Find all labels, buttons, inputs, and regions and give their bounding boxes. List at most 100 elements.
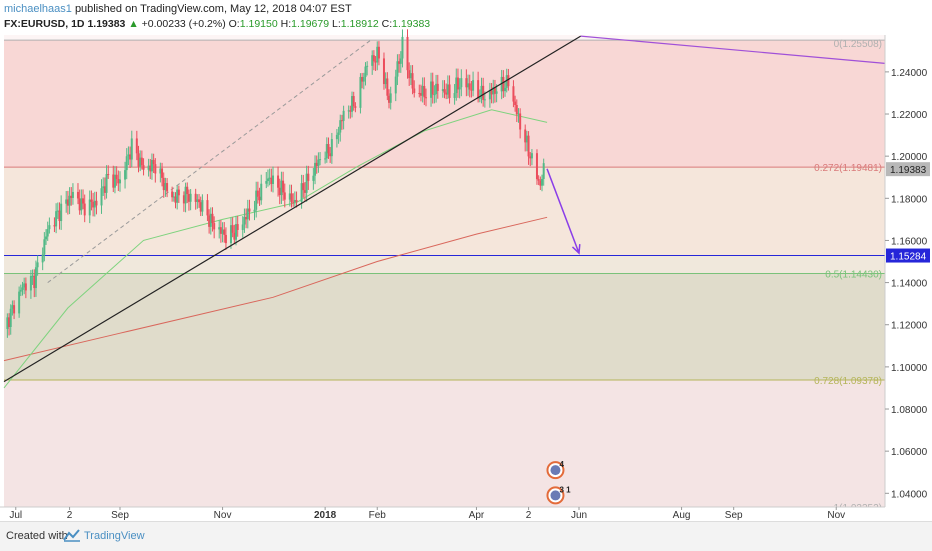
candle-body [456, 77, 459, 90]
candle-body [164, 183, 167, 191]
candle-body [150, 159, 153, 172]
candle-body [68, 195, 71, 206]
support-price-marker [886, 248, 930, 263]
candle-body [401, 36, 404, 59]
candle-body [283, 192, 286, 200]
candle-body [24, 283, 27, 291]
candle-body [453, 93, 456, 98]
candle-body [166, 183, 169, 192]
candle-body [266, 178, 269, 182]
candle-body [460, 78, 463, 88]
candle-body [519, 113, 522, 130]
candle-body [488, 90, 491, 100]
open-value: 1.19150 [239, 18, 278, 30]
candle-body [517, 113, 520, 115]
candle-body [115, 174, 118, 179]
fib-zone [4, 255, 885, 274]
candle-body [117, 178, 120, 184]
candle-body [396, 61, 399, 77]
candle-body [103, 186, 106, 193]
candle-body [359, 76, 362, 108]
candle-body [23, 283, 26, 288]
event-badge-count: 4 [559, 460, 564, 469]
change-arrow-icon: ▲ [128, 18, 139, 30]
candle-body [364, 66, 367, 78]
candle-body [112, 174, 115, 188]
candle-body [495, 91, 498, 94]
x-tick-label: Nov [214, 510, 232, 521]
candle-body [433, 94, 436, 96]
candle-body [125, 156, 128, 171]
candle-body [82, 198, 85, 204]
candle-body [34, 267, 37, 289]
candle-body [483, 99, 486, 101]
candle-body [339, 120, 342, 133]
candle-body [330, 139, 333, 157]
candle-body [187, 194, 190, 202]
candle-body [265, 181, 268, 184]
candle-body [196, 199, 199, 202]
y-tick-label: 1.22000 [891, 110, 928, 121]
candle-body [351, 96, 354, 112]
candle-body [201, 200, 204, 212]
candle-body [305, 173, 308, 193]
candle-body [327, 144, 330, 154]
candle-body [335, 134, 338, 140]
candle-body [372, 55, 375, 62]
symbol-label: FX:EURUSD, 1D [4, 18, 85, 30]
close-label: C: [381, 18, 393, 30]
candle-body [256, 190, 259, 197]
candle-body [388, 95, 391, 103]
candle-body [127, 154, 130, 157]
x-tick-label: Jun [571, 510, 587, 521]
candle-body [376, 46, 379, 63]
y-tick-label: 1.16000 [891, 236, 928, 247]
candle-body [472, 80, 475, 91]
candle-body [147, 165, 150, 170]
candle-body [258, 196, 261, 201]
candle-body [502, 76, 505, 92]
candle-body [361, 76, 364, 82]
candle-body [55, 211, 58, 227]
x-tick-label: Sep [111, 510, 129, 521]
candle-body [255, 190, 258, 210]
candle-body [324, 158, 327, 160]
x-tick-label: 2018 [314, 510, 337, 521]
candle-body [290, 193, 293, 202]
fib-zone [4, 40, 885, 168]
candle-body [11, 305, 14, 309]
candle-body [186, 186, 189, 195]
candle-body [500, 76, 503, 92]
candle-body [347, 110, 350, 112]
change-value: +0.00233 (+0.2%) [141, 18, 226, 30]
candle-body [431, 81, 434, 95]
candle-body [512, 86, 515, 102]
candle-body [352, 96, 355, 107]
candle-body [184, 186, 187, 204]
candle-body [270, 177, 273, 184]
fib-level-label: 0.272(1.19481) [814, 163, 882, 174]
candle-body [455, 77, 458, 94]
candle-body [505, 75, 508, 88]
candle-body [124, 170, 127, 180]
tradingview-logo-icon [63, 529, 80, 542]
candle-body [319, 159, 322, 161]
candle-body [342, 110, 345, 121]
author-link[interactable]: michaelhaas1 [4, 3, 72, 15]
candle-body [176, 189, 179, 203]
candle-body [154, 164, 157, 174]
tradingview-link[interactable]: TradingView [84, 530, 145, 542]
candle-body [524, 129, 527, 143]
candle-body [423, 85, 426, 98]
candle-body [374, 61, 377, 63]
candle-body [29, 276, 32, 291]
y-tick-label: 1.08000 [891, 405, 928, 416]
candle-body [66, 199, 69, 206]
candle-body [539, 180, 542, 186]
candle-body [288, 193, 291, 200]
candle-body [206, 200, 209, 216]
candle-body [161, 168, 164, 178]
candle-body [340, 120, 343, 122]
x-tick-label: Sep [725, 510, 743, 521]
price-chart[interactable]: 0(1.25508) 0.272(1.19481) 0.5(1.14430) 0.72… [0, 0, 932, 521]
